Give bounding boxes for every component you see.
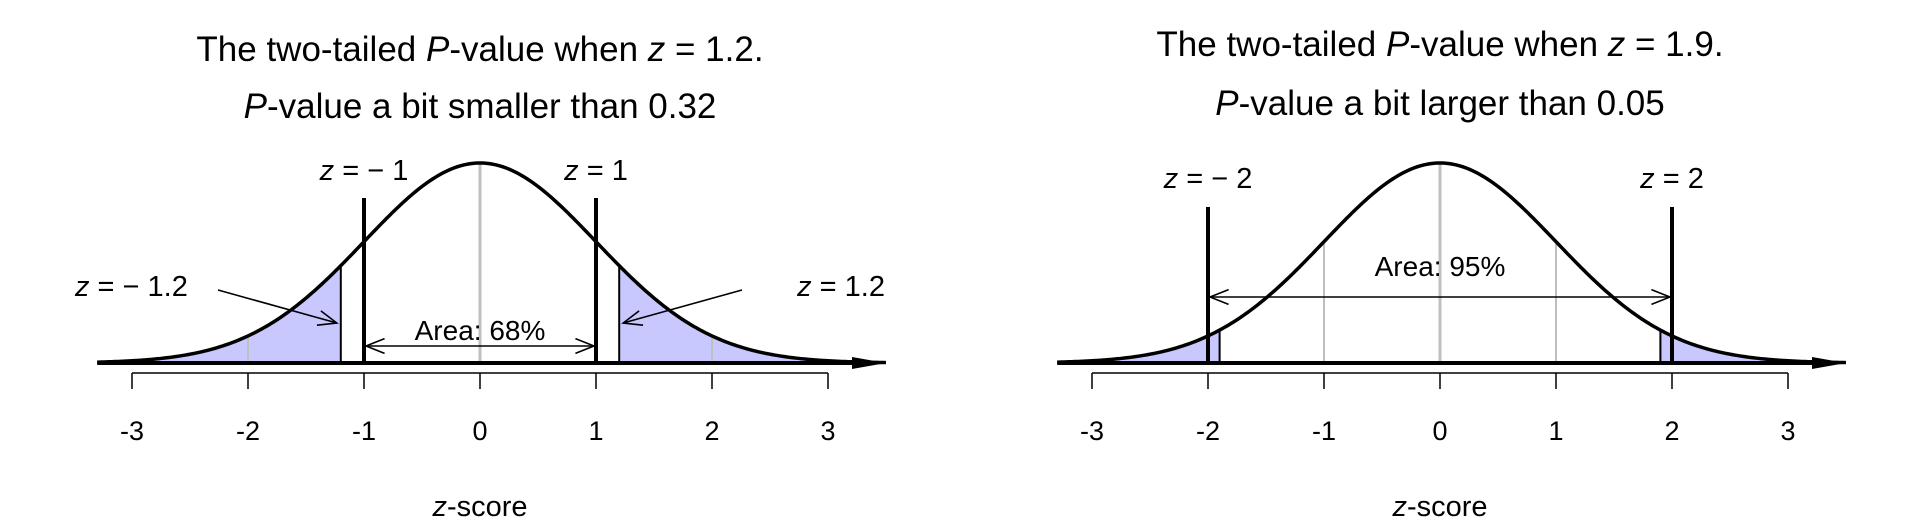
tick-label: -1 [1312, 416, 1336, 446]
tick-label: 3 [820, 416, 835, 446]
left-tail-area [97, 265, 341, 363]
chart-title: The two-tailed P-value when z = 1.2. [0, 30, 960, 70]
area-arrowhead [363, 337, 385, 355]
tick-label: 2 [704, 416, 719, 446]
title-part: P [1385, 25, 1410, 64]
tick-label: -1 [352, 416, 376, 446]
annotation-pointer [217, 289, 338, 324]
x-axis-arrowhead [1812, 357, 1846, 369]
title-part: The two-tailed [196, 30, 426, 69]
x-axis-label: z-score [431, 491, 527, 523]
area-arrowhead [1651, 288, 1673, 306]
subtitle-part: P [243, 87, 267, 126]
title-part: -value when [1409, 25, 1608, 64]
x-axis-label: z-score [1391, 491, 1487, 523]
tick-label: -3 [1080, 416, 1104, 446]
tick-label: 0 [1432, 416, 1447, 446]
density-curve [1057, 161, 1847, 365]
title-part: = 1.9. [1625, 25, 1724, 64]
tick-label: 3 [1780, 416, 1795, 446]
area-label: Area: 95% [1375, 251, 1506, 282]
annotation-label: z = − 1.2 [74, 271, 188, 303]
title-part: = 1.2. [665, 30, 764, 69]
annotation-arrowhead [316, 310, 339, 326]
area-label: Area: 68% [415, 315, 546, 346]
normal-curve-plot: -3 -2 -1 0 1 2 3 z-score z = − 2 z = 2 Area: 95% [1057, 161, 1847, 523]
normal-curve-plot: -3 -2 -1 0 1 2 3 z-score z = − 1 z = 1 Area: 68% z … [74, 155, 887, 523]
chart-title: The two-tailed P-value when z = 1.9. [960, 25, 1920, 65]
left-tail-area [1057, 330, 1220, 363]
area-arrowhead [575, 337, 597, 355]
annotation-label: z = 1.2 [796, 271, 885, 303]
tick-label: 2 [1664, 416, 1679, 446]
title-part: z [1607, 25, 1626, 64]
reference-line-label: z = − 2 [1163, 163, 1253, 195]
title-part: P [425, 30, 450, 69]
tick-label: -2 [1196, 416, 1220, 446]
title-part: The two-tailed [1156, 25, 1386, 64]
subtitle-part: P [1215, 84, 1239, 123]
tick-label: 1 [1548, 416, 1563, 446]
reference-line-label: z = 2 [1639, 163, 1704, 195]
annotation-pointer [622, 289, 743, 324]
chart-panel-right: The two-tailed P-value when z = 1.9. P-v… [960, 0, 1920, 528]
title-part: -value when [449, 30, 648, 69]
tick-label: 1 [588, 416, 603, 446]
subtitle-part: -value a bit smaller than 0.32 [266, 87, 717, 126]
chart-subtitle: P-value a bit smaller than 0.32 [0, 87, 960, 127]
chart-panel-left: The two-tailed P-value when z = 1.2. P-v… [0, 30, 960, 523]
right-tail-area [1660, 330, 1846, 363]
subtitle-part: -value a bit larger than 0.05 [1238, 84, 1665, 123]
area-arrowhead [1207, 288, 1229, 306]
reference-line-label: z = − 1 [319, 155, 409, 187]
title-part: z [647, 30, 666, 69]
tick-label: 0 [472, 416, 487, 446]
tick-label: -3 [120, 416, 144, 446]
annotation-arrowhead [621, 310, 644, 326]
density-curve [97, 161, 887, 365]
right-tail-area [619, 265, 886, 363]
reference-line-label: z = 1 [563, 155, 628, 187]
tick-label: -2 [236, 416, 260, 446]
x-axis-arrowhead [852, 357, 886, 369]
chart-subtitle: P-value a bit larger than 0.05 [960, 84, 1920, 124]
